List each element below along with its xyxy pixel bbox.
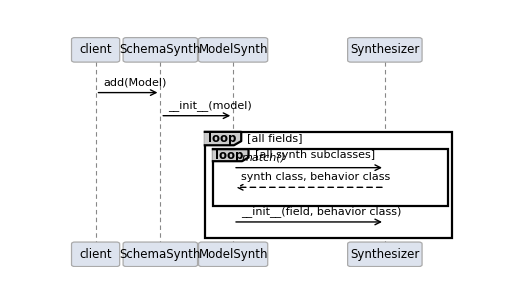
Text: Synthesizer: Synthesizer: [350, 44, 420, 56]
FancyBboxPatch shape: [198, 242, 268, 266]
Text: synth class, behavior class: synth class, behavior class: [241, 172, 390, 182]
Text: ModelSynth: ModelSynth: [198, 248, 268, 261]
Text: __init__(model): __init__(model): [169, 100, 252, 111]
Text: add(Model): add(Model): [104, 77, 167, 88]
Polygon shape: [205, 132, 241, 145]
Bar: [205, 132, 452, 238]
Text: Synthesizer: Synthesizer: [350, 248, 420, 261]
Text: client: client: [79, 248, 112, 261]
Bar: [213, 149, 447, 206]
Polygon shape: [213, 149, 248, 161]
Text: match(): match(): [241, 153, 285, 163]
Text: loop: loop: [216, 149, 244, 162]
FancyBboxPatch shape: [348, 242, 422, 266]
Text: ModelSynth: ModelSynth: [198, 44, 268, 56]
FancyBboxPatch shape: [72, 38, 120, 62]
FancyBboxPatch shape: [198, 38, 268, 62]
FancyBboxPatch shape: [72, 242, 120, 266]
Text: SchemaSynth: SchemaSynth: [120, 44, 201, 56]
Text: client: client: [79, 44, 112, 56]
Text: [all synth subclasses]: [all synth subclasses]: [255, 150, 375, 160]
Text: __init__(field, behavior class): __init__(field, behavior class): [241, 206, 401, 217]
FancyBboxPatch shape: [123, 38, 197, 62]
Text: SchemaSynth: SchemaSynth: [120, 248, 201, 261]
Text: loop: loop: [208, 132, 236, 145]
FancyBboxPatch shape: [123, 242, 197, 266]
FancyBboxPatch shape: [348, 38, 422, 62]
Text: [all fields]: [all fields]: [247, 134, 303, 144]
